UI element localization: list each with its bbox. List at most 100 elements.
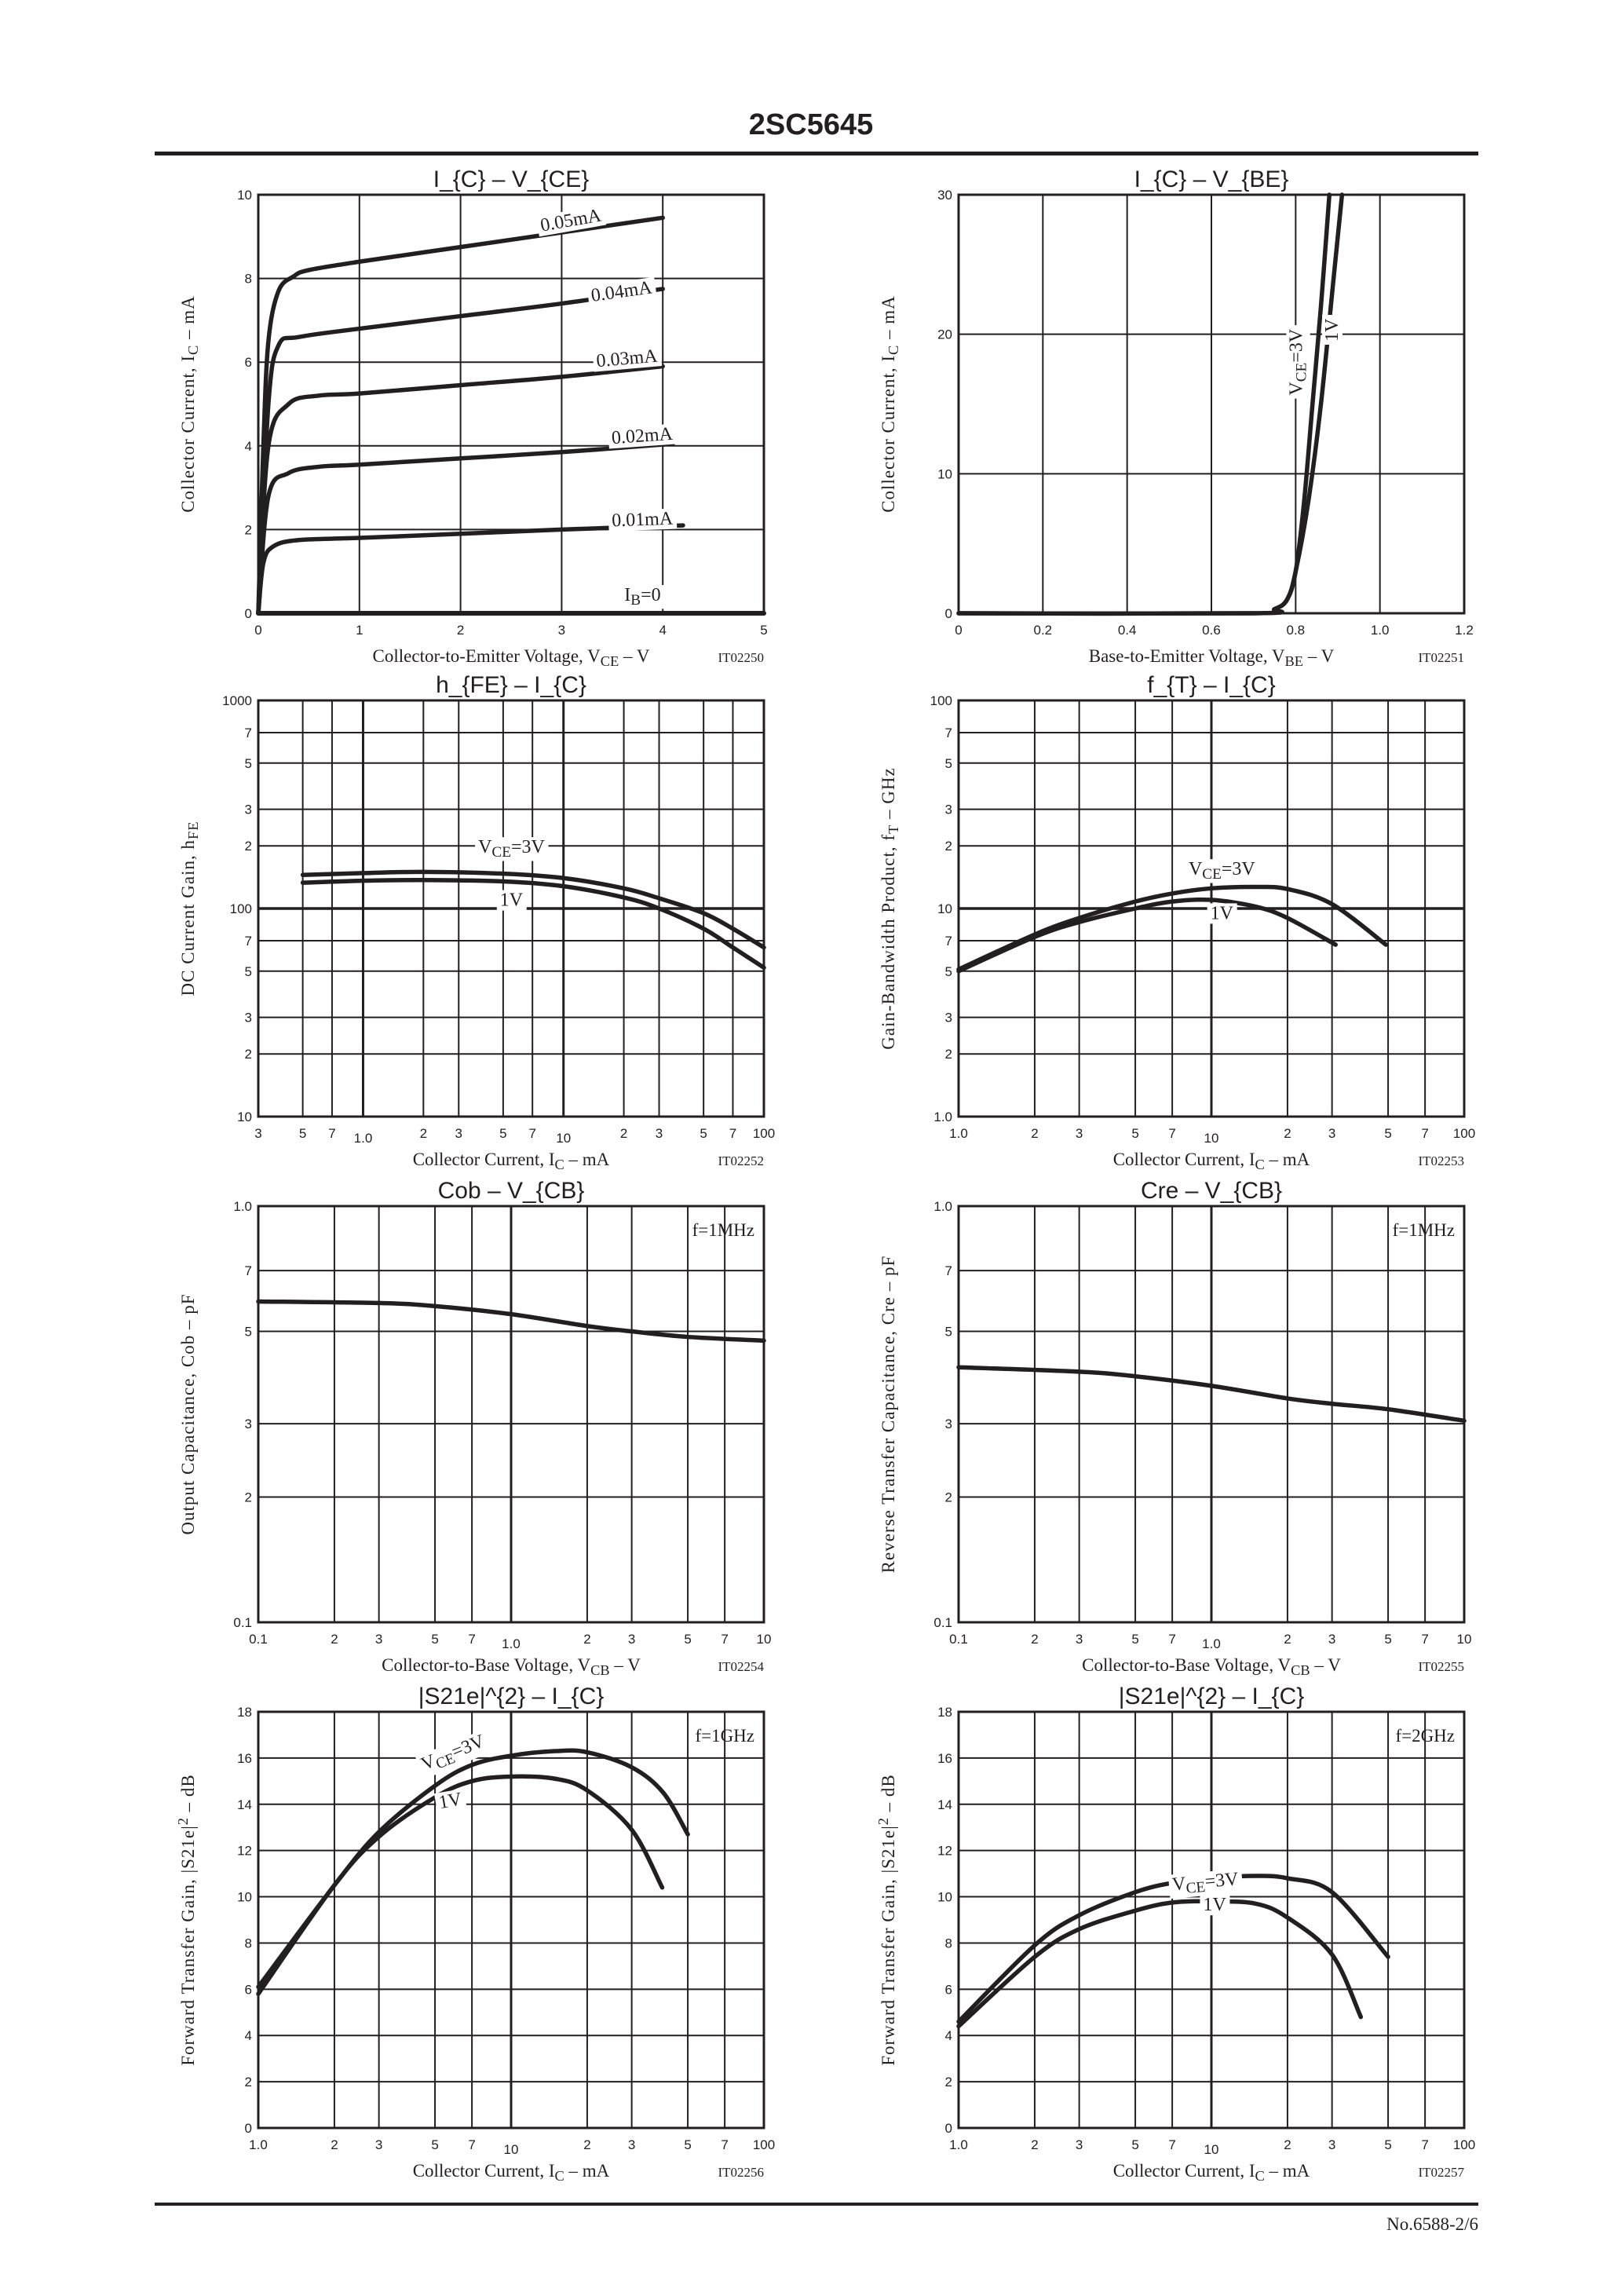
label-background xyxy=(608,423,678,449)
x-tick-label: 100 xyxy=(753,1126,775,1141)
chart-title: Cob – V_{CB} xyxy=(438,1178,585,1204)
y-axis-label: Reverse Transfer Capacitance, Cre – pF xyxy=(879,1256,898,1574)
x-tick-label: 3 xyxy=(254,1126,261,1141)
x-tick-label: 2 xyxy=(620,1126,627,1141)
y-axis-label: Collector Current, IC​ – mA xyxy=(879,295,901,513)
label-background xyxy=(621,585,664,609)
x-tick-label: 3 xyxy=(1328,1632,1335,1647)
document-title: 2SC5645 xyxy=(748,108,874,141)
y-tick-label: 10 xyxy=(237,1890,252,1905)
series-label: VCE​=3V xyxy=(1286,328,1310,395)
y-tick-label: 8 xyxy=(245,1936,252,1951)
x-tick-label: 7 xyxy=(729,1126,736,1141)
y-tick-label: 0.1 xyxy=(233,1615,252,1630)
y-tick-label: 2 xyxy=(245,2075,252,2089)
x-tick-label: 10 xyxy=(1204,1131,1219,1146)
x-tick-label: 5 xyxy=(684,2137,691,2152)
x-tick-label: 3 xyxy=(375,2137,382,2152)
y-tick-label: 7 xyxy=(945,726,952,740)
x-tick-label: 3 xyxy=(1076,1126,1083,1141)
series-label: VCE​=3V xyxy=(478,837,545,861)
label-background xyxy=(608,508,678,532)
x-tick-label: 1 xyxy=(356,623,363,638)
y-tick-label: 2 xyxy=(945,1047,952,1062)
y-tick-label: 5 xyxy=(245,756,252,771)
y-tick-label: 2 xyxy=(945,1490,952,1504)
y-tick-label: 6 xyxy=(245,1982,252,1997)
y-tick-label: 10 xyxy=(237,1110,252,1124)
chart-title: |S21e|^{2} – I_{C} xyxy=(418,1684,605,1709)
y-axis-label: Collector Current, IC​ – mA xyxy=(178,295,201,513)
chart-title: I_{C} – V_{CE} xyxy=(433,166,590,192)
series-label: 0.02mA xyxy=(611,424,674,448)
x-tick-label: 7 xyxy=(1421,1632,1428,1647)
series-label: IB​=0 xyxy=(624,585,660,609)
series-line-1 xyxy=(256,1748,690,1990)
x-axis-label: Collector-to-Emitter Voltage, VCE​ – V xyxy=(373,646,650,669)
y-tick-label: 7 xyxy=(245,934,252,949)
condition-annotation: f=1MHz xyxy=(692,1220,754,1240)
y-tick-label: 2 xyxy=(245,1490,252,1504)
x-tick-label: 1.0 xyxy=(249,2137,268,2152)
series-line-1 xyxy=(256,1299,766,1344)
x-tick-label: 7 xyxy=(721,1632,728,1647)
series-line-2 xyxy=(256,1774,665,1996)
y-axis-label: Gain-Bandwidth Product, fT​ – GHz xyxy=(879,767,901,1049)
x-axis-label: Collector Current, IC​ – mA xyxy=(1113,2161,1310,2184)
y-tick-label: 2 xyxy=(945,2075,952,2089)
plot-frame xyxy=(257,699,765,1118)
series-label: VCE​=3V xyxy=(1171,1869,1240,1899)
x-tick-label: 5 xyxy=(431,1632,438,1647)
x-tick-label: 1.0 xyxy=(1202,1636,1221,1651)
x-tick-label: 7 xyxy=(721,2137,728,2152)
label-background xyxy=(1167,1868,1244,1899)
y-tick-label: 3 xyxy=(945,803,952,817)
x-tick-label: 2 xyxy=(583,1632,590,1647)
series-line-1 xyxy=(300,869,766,950)
x-axis-label: Collector-to-Base Voltage, VCB​ – V xyxy=(382,1655,641,1678)
x-tick-label: 2 xyxy=(331,1632,338,1647)
chart-1: 0 1 2 3 4 5 0 2 4 6 8 10 I_{C} – V_{CE} Collector-to-… xyxy=(178,166,768,669)
y-tick-label: 4 xyxy=(245,439,252,454)
condition-annotation: f=1MHz xyxy=(1393,1220,1455,1240)
x-tick-label: 5 xyxy=(299,1126,306,1141)
chart-5: 0.1 2 3 5 7 1.0 2 3 5 7 10 0.1 2 3 5 7 1.0 Cob – V_{CB} Co… xyxy=(178,1178,771,1678)
y-tick-label: 3 xyxy=(945,1417,952,1431)
x-tick-label: 10 xyxy=(504,2142,519,2157)
label-background xyxy=(433,1788,467,1814)
x-tick-label: 3 xyxy=(1076,2137,1083,2152)
series-line-1 xyxy=(956,1365,1467,1424)
x-tick-label: 1.0 xyxy=(949,1126,968,1141)
condition-annotation: f=2GHz xyxy=(1395,1726,1455,1746)
x-tick-label: 1.0 xyxy=(502,1636,521,1651)
y-tick-label: 30 xyxy=(937,188,952,203)
y-tick-label: 18 xyxy=(937,1705,952,1720)
y-tick-label: 18 xyxy=(237,1705,252,1720)
y-tick-label: 10 xyxy=(937,901,952,916)
x-tick-label: 100 xyxy=(1453,1126,1475,1141)
x-tick-label: 2 xyxy=(420,1126,427,1141)
y-axis-label: DC Current Gain, hFE​ xyxy=(178,821,201,996)
x-tick-label: 3 xyxy=(455,1126,462,1141)
x-tick-label: 4 xyxy=(659,623,666,638)
x-tick-label: 2 xyxy=(331,2137,338,2152)
chart-6: 0.1 2 3 5 7 1.0 2 3 5 7 10 0.1 2 3 5 7 1.0 Cre – V_{CB} Co… xyxy=(879,1178,1471,1678)
figure-code: IT02251 xyxy=(1418,650,1464,665)
series-line-1 xyxy=(256,215,665,616)
y-tick-label: 5 xyxy=(945,1325,952,1340)
figure-code: IT02253 xyxy=(1418,1153,1464,1168)
plot-frame xyxy=(257,1710,765,2130)
series-line-1 xyxy=(956,884,1388,972)
y-axis-label: Forward Transfer Gain, |S21e|2​ – dB xyxy=(875,1774,898,2066)
y-tick-label: 1.0 xyxy=(233,1199,252,1214)
label-background xyxy=(535,204,607,237)
series-line-2 xyxy=(256,287,665,616)
chart-8: 1.0 2 3 5 7 10 2 3 5 7 100 0 2 4 6 8 10 12 14 16 18 |S21e|^{2… xyxy=(875,1684,1475,2184)
y-tick-label: 8 xyxy=(945,1936,952,1951)
x-tick-label: 7 xyxy=(328,1126,335,1141)
figure-code: IT02252 xyxy=(718,1153,764,1168)
series-line-2 xyxy=(956,192,1345,616)
x-tick-label: 0.6 xyxy=(1202,623,1221,638)
x-tick-label: 5 xyxy=(431,2137,438,2152)
